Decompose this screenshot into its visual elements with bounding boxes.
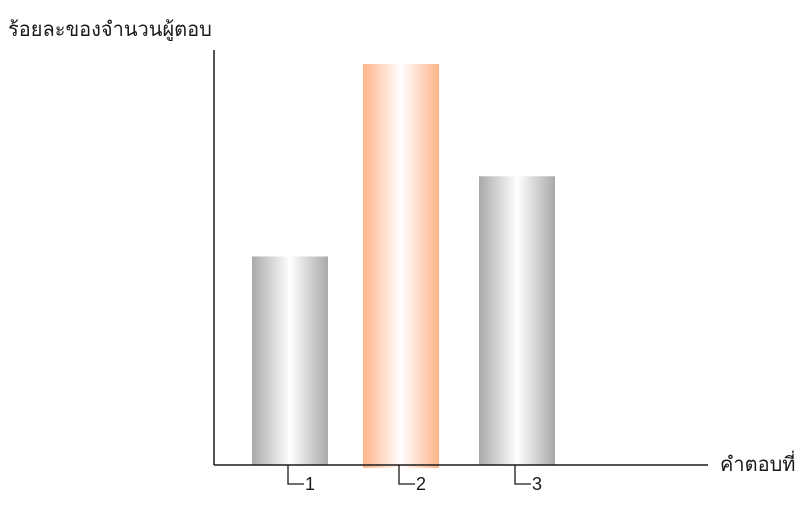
x-tick-1 — [287, 465, 304, 485]
x-tick-label-3: 3 — [532, 474, 542, 494]
bar-1 — [252, 256, 328, 465]
x-tick-label-1: 1 — [305, 474, 315, 494]
x-tick-2 — [398, 465, 415, 485]
y-axis-label: ร้อยละของจำนวนผู้ตอบ — [8, 19, 212, 41]
x-tick-3 — [514, 465, 531, 485]
x-tick-label-2: 2 — [416, 474, 426, 494]
x-axis-label: คำตอบที่ — [720, 454, 796, 476]
bar-2 — [363, 64, 439, 468]
bar-3 — [479, 176, 555, 465]
